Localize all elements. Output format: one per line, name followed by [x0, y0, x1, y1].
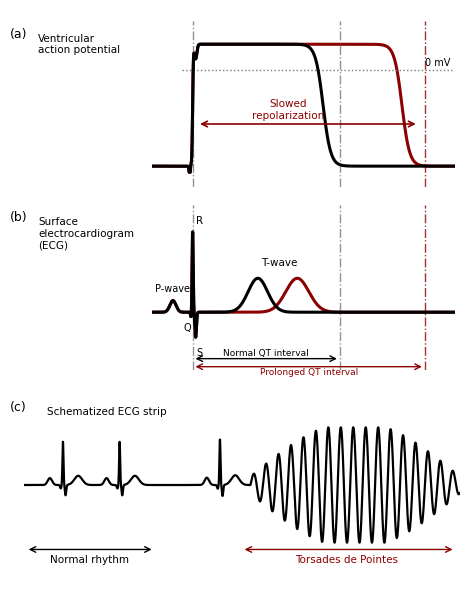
Text: Q: Q: [183, 323, 191, 333]
Text: Torsades de Pointes: Torsades de Pointes: [295, 555, 398, 565]
Text: (b): (b): [9, 211, 27, 224]
Text: Ventricular
action potential: Ventricular action potential: [38, 34, 120, 55]
Text: Slowed
repolarization: Slowed repolarization: [252, 99, 324, 121]
Text: P-wave: P-wave: [155, 285, 191, 294]
Text: 0 mV: 0 mV: [425, 58, 450, 68]
Text: Normal rhythm: Normal rhythm: [50, 555, 128, 565]
Text: R: R: [196, 215, 203, 226]
Text: Surface
electrocardiogram
(ECG): Surface electrocardiogram (ECG): [38, 217, 134, 250]
Text: T-wave: T-wave: [261, 258, 297, 267]
Text: (a): (a): [9, 28, 27, 40]
Text: Normal QT interval: Normal QT interval: [223, 349, 309, 358]
Text: S: S: [196, 348, 202, 358]
Text: (c): (c): [9, 401, 26, 414]
Text: Prolonged QT interval: Prolonged QT interval: [260, 368, 358, 376]
Text: Schematized ECG strip: Schematized ECG strip: [47, 407, 167, 417]
